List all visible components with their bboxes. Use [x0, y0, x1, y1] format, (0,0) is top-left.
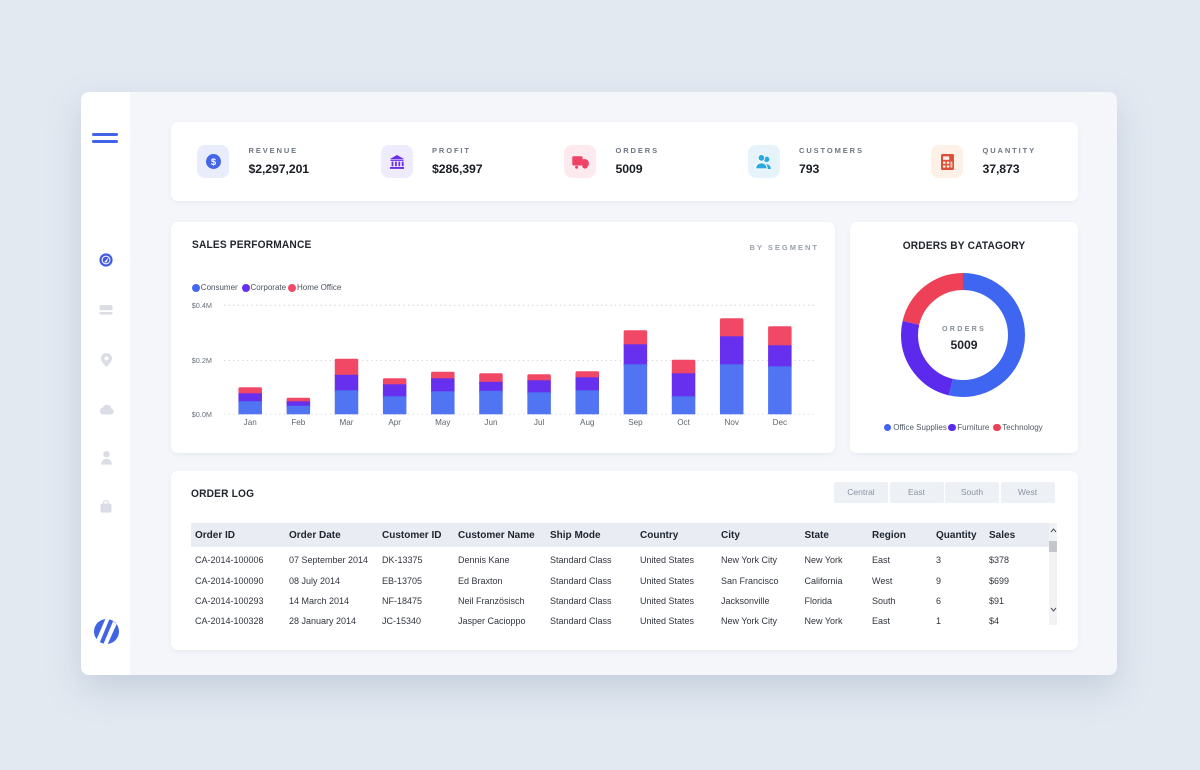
svg-text:Aug: Aug — [580, 418, 594, 427]
svg-text:Sep: Sep — [628, 418, 643, 427]
svg-text:Dec: Dec — [773, 418, 787, 427]
svg-text:Feb: Feb — [291, 418, 305, 427]
svg-text:Apr: Apr — [388, 418, 401, 427]
svg-text:May: May — [435, 418, 451, 427]
svg-text:Oct: Oct — [677, 418, 690, 427]
svg-text:Nov: Nov — [724, 418, 739, 427]
svg-text:$: $ — [211, 157, 217, 168]
svg-text:Jan: Jan — [244, 418, 257, 427]
svg-text:Mar: Mar — [340, 418, 354, 427]
svg-text:Jun: Jun — [484, 418, 497, 427]
svg-text:Jul: Jul — [534, 418, 545, 427]
